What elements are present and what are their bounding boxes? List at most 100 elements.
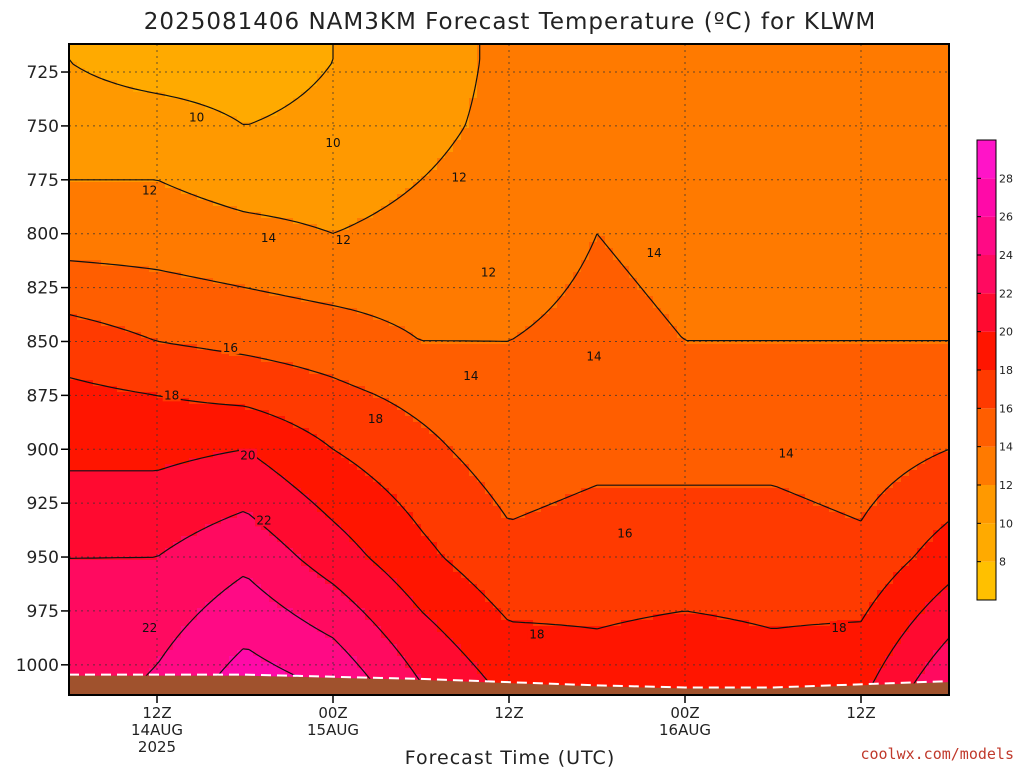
- temperature-cell: [149, 542, 158, 549]
- temperature-cell: [365, 404, 374, 411]
- temperature-cell: [397, 614, 406, 621]
- temperature-cell: [413, 248, 422, 255]
- temperature-cell: [149, 614, 158, 621]
- temperature-cell: [413, 638, 422, 645]
- temperature-cell: [413, 242, 422, 249]
- temperature-cell: [333, 656, 342, 663]
- temperature-cell: [405, 356, 414, 363]
- temperature-cell: [189, 206, 198, 213]
- temperature-cell: [93, 224, 102, 231]
- temperature-cell: [181, 110, 190, 117]
- temperature-cell: [205, 152, 214, 159]
- temperature-cell: [165, 128, 174, 135]
- temperature-cell: [373, 308, 382, 315]
- temperature-cell: [421, 656, 430, 663]
- temperature-cell: [189, 80, 198, 87]
- temperature-cell: [85, 632, 94, 639]
- temperature-cell: [109, 668, 118, 675]
- temperature-cell: [189, 584, 198, 591]
- temperature-cell: [165, 134, 174, 141]
- temperature-cell: [229, 530, 238, 537]
- temperature-cell: [381, 170, 390, 177]
- temperature-cell: [381, 512, 390, 519]
- temperature-cell: [253, 596, 262, 603]
- temperature-cell: [413, 410, 422, 417]
- temperature-cell: [405, 326, 414, 333]
- temperature-cell: [293, 626, 302, 633]
- temperature-cell: [333, 644, 342, 651]
- temperature-cell: [165, 218, 174, 225]
- temperature-cell: [109, 92, 118, 99]
- temperature-cell: [69, 386, 78, 393]
- temperature-cell: [117, 638, 126, 645]
- temperature-cell: [325, 212, 334, 219]
- temperature-cell: [125, 308, 134, 315]
- temperature-cell: [253, 572, 262, 579]
- temperature-cell: [237, 512, 246, 519]
- temperature-cell: [205, 440, 214, 447]
- temperature-cell: [157, 356, 166, 363]
- temperature-cell: [133, 518, 142, 525]
- temperature-cell: [229, 212, 238, 219]
- temperature-cell: [389, 182, 398, 189]
- temperature-cell: [149, 578, 158, 585]
- temperature-cell: [309, 44, 318, 51]
- temperature-cell: [293, 344, 302, 351]
- temperature-cell: [69, 458, 78, 465]
- temperature-cell: [173, 650, 182, 657]
- temperature-cell: [365, 332, 374, 339]
- temperature-cell: [109, 602, 118, 609]
- temperature-cell: [173, 578, 182, 585]
- temperature-cell: [85, 608, 94, 615]
- temperature-cell: [373, 398, 382, 405]
- temperature-cell: [357, 374, 366, 381]
- temperature-cell: [69, 362, 78, 369]
- temperature-cell: [189, 188, 198, 195]
- temperature-cell: [341, 578, 350, 585]
- temperature-cell: [349, 284, 358, 291]
- temperature-cell: [93, 44, 102, 51]
- temperature-cell: [85, 128, 94, 135]
- temperature-cell: [101, 308, 110, 315]
- temperature-cell: [69, 374, 78, 381]
- temperature-cell: [421, 578, 430, 585]
- temperature-cell: [421, 626, 430, 633]
- temperature-cell: [357, 512, 366, 519]
- temperature-cell: [157, 644, 166, 651]
- temperature-cell: [285, 470, 294, 477]
- temperature-cell: [141, 536, 150, 543]
- temperature-cell: [381, 410, 390, 417]
- temperature-cell: [357, 338, 366, 345]
- temperature-cell: [261, 266, 270, 273]
- temperature-cell: [357, 188, 366, 195]
- temperature-cell: [349, 356, 358, 363]
- temperature-cell: [149, 632, 158, 639]
- temperature-cell: [117, 344, 126, 351]
- temperature-cell: [229, 470, 238, 477]
- temperature-cell: [77, 476, 86, 483]
- temperature-cell: [341, 62, 350, 69]
- temperature-cell: [133, 404, 142, 411]
- temperature-cell: [277, 140, 286, 147]
- temperature-cell: [301, 536, 310, 543]
- temperature-cell: [341, 596, 350, 603]
- temperature-cell: [429, 206, 438, 213]
- temperature-cell: [133, 572, 142, 579]
- temperature-cell: [349, 134, 358, 141]
- temperature-cell: [141, 224, 150, 231]
- temperature-cell: [333, 176, 342, 183]
- temperature-cell: [205, 464, 214, 471]
- temperature-cell: [141, 590, 150, 597]
- temperature-cell: [101, 368, 110, 375]
- temperature-cell: [381, 590, 390, 597]
- temperature-cell: [133, 272, 142, 279]
- temperature-cell: [93, 620, 102, 627]
- temperature-cell: [173, 308, 182, 315]
- temperature-cell: [261, 152, 270, 159]
- temperature-cell: [389, 266, 398, 273]
- temperature-cell: [333, 410, 342, 417]
- temperature-cell: [301, 608, 310, 615]
- temperature-cell: [237, 296, 246, 303]
- temperature-cell: [261, 326, 270, 333]
- temperature-cell: [293, 278, 302, 285]
